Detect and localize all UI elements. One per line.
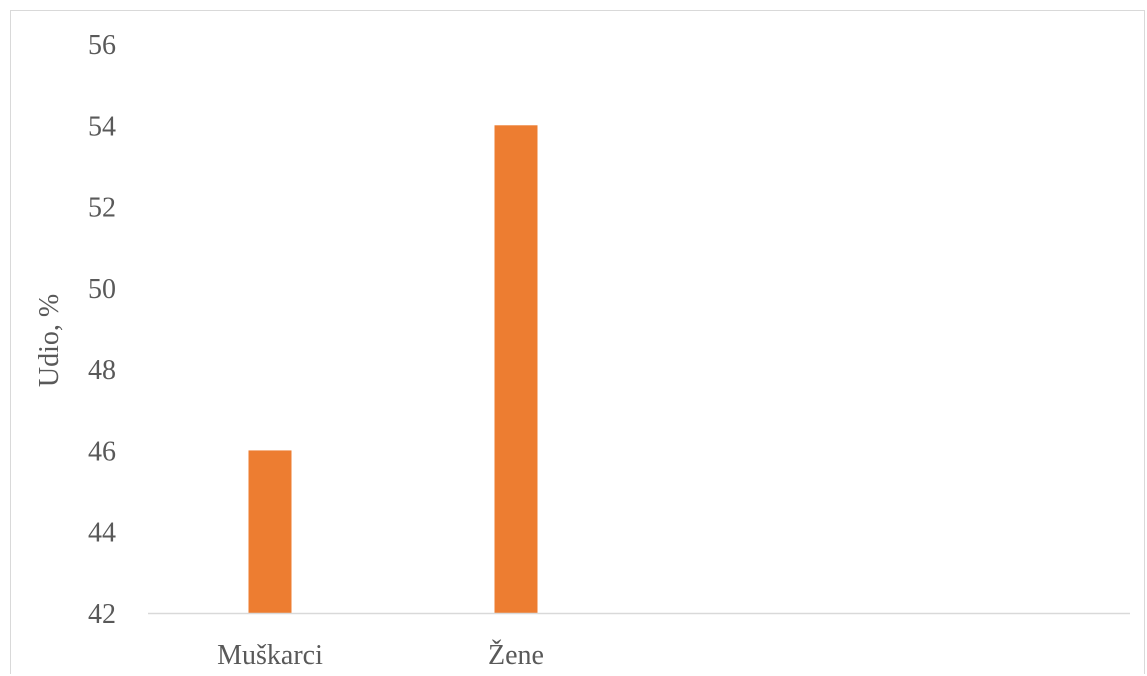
x-tick-label: Muškarci [217, 640, 323, 671]
y-tick-label: 50 [88, 274, 116, 305]
y-tick-label: 52 [88, 193, 116, 224]
y-tick-label: 42 [88, 599, 116, 630]
x-axis-ticks: Muškarci Žene [217, 640, 544, 671]
y-tick-label: 46 [88, 436, 116, 467]
y-axis-ticks: 42 44 46 48 50 52 54 56 [88, 30, 116, 630]
y-axis-title: Udio, % [34, 294, 65, 387]
y-tick-label: 44 [88, 518, 116, 549]
y-tick-label: 48 [88, 355, 116, 386]
bar-muskarci [248, 450, 292, 613]
y-tick-label: 56 [88, 30, 116, 61]
y-tick-label: 54 [88, 111, 116, 142]
bar-zene [494, 125, 538, 614]
chart-frame [10, 10, 1145, 674]
bars [248, 125, 538, 614]
x-tick-label: Žene [488, 640, 544, 671]
